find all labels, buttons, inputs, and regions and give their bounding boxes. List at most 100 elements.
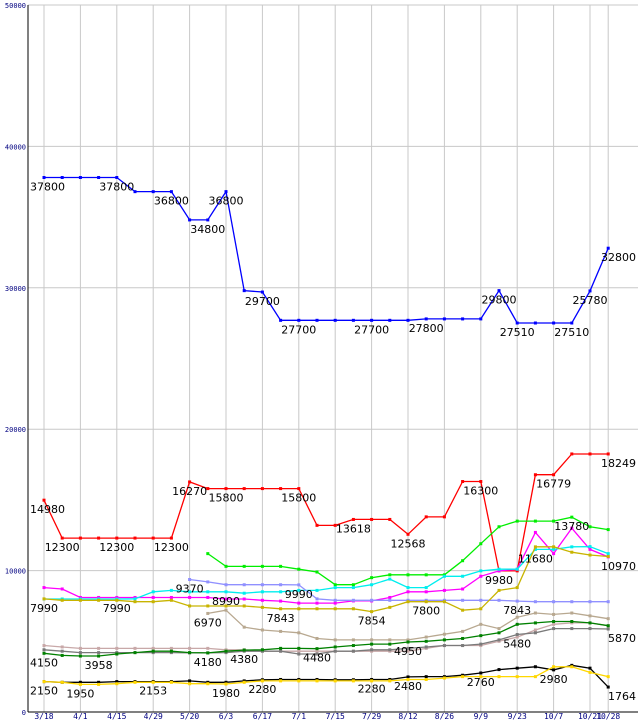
chart-axes	[27, 5, 638, 713]
data-label: 27700	[281, 323, 316, 336]
data-point	[188, 218, 192, 222]
data-point	[479, 317, 483, 321]
data-label: 9980	[485, 574, 513, 587]
data-point	[570, 550, 574, 554]
data-point	[588, 670, 592, 674]
chart-data-labels: 37800 37800 36800 34800 36800 29700 27700 27700…	[30, 181, 636, 704]
x-tick-label: 10/21	[578, 712, 602, 720]
data-point	[169, 536, 173, 540]
data-point	[224, 564, 228, 568]
data-label: 27510	[500, 326, 535, 339]
y-axis-tick-labels: 0 10000 20000 30000 40000 50000	[5, 2, 26, 717]
data-point	[224, 190, 228, 194]
data-point	[351, 644, 355, 648]
data-point	[424, 590, 428, 594]
data-point	[151, 536, 155, 540]
data-point	[424, 635, 428, 639]
data-point	[206, 651, 210, 655]
data-point	[297, 631, 301, 635]
series-1	[42, 452, 610, 573]
data-point	[570, 620, 574, 624]
data-point	[606, 554, 610, 558]
data-label: 12300	[99, 541, 134, 554]
data-point	[42, 648, 46, 652]
data-point	[315, 570, 319, 574]
x-tick-label: 8/26	[435, 712, 454, 720]
data-label: 25780	[573, 294, 608, 307]
data-point	[497, 631, 501, 635]
data-point	[151, 590, 155, 594]
data-point	[279, 646, 283, 650]
data-point	[115, 652, 119, 656]
data-point	[297, 487, 301, 491]
data-label: 9370	[176, 583, 204, 596]
data-point	[588, 289, 592, 293]
data-point	[406, 638, 410, 642]
data-point	[552, 665, 556, 669]
data-point	[151, 595, 155, 599]
data-point	[224, 604, 228, 608]
data-label: 4950	[394, 645, 422, 658]
data-label: 29800	[482, 294, 517, 307]
data-point	[115, 595, 119, 599]
data-label: 10970	[601, 560, 636, 573]
data-point	[206, 580, 210, 584]
data-point	[388, 318, 392, 322]
data-label: 16300	[463, 485, 498, 498]
y-tick-label: 30000	[5, 285, 26, 293]
data-point	[388, 598, 392, 602]
data-point	[479, 569, 483, 573]
x-tick-label: 6/17	[253, 712, 272, 720]
data-point	[351, 517, 355, 521]
data-point	[133, 651, 137, 655]
x-tick-label: 10/28	[596, 712, 620, 720]
data-point	[60, 587, 64, 591]
data-point	[370, 679, 374, 683]
x-tick-label: 7/15	[326, 712, 345, 720]
data-label: 15800	[209, 492, 244, 505]
data-point	[224, 583, 228, 587]
data-point	[315, 523, 319, 527]
y-tick-label: 10000	[5, 568, 26, 576]
data-point	[552, 600, 556, 604]
data-point	[242, 648, 246, 652]
data-label: 2153	[139, 685, 167, 698]
data-point	[42, 597, 46, 601]
data-point	[242, 597, 246, 601]
data-point	[315, 647, 319, 651]
x-tick-label: 7/1	[292, 712, 307, 720]
data-point	[442, 600, 446, 604]
data-point	[406, 600, 410, 604]
data-point	[242, 487, 246, 491]
data-point	[570, 627, 574, 631]
data-point	[533, 611, 537, 615]
data-point	[315, 679, 319, 683]
data-label: 8990	[212, 595, 240, 608]
data-point	[406, 532, 410, 536]
x-axis-tick-labels: 3/18 4/1 4/15 4/29 5/20 6/3 6/17 7/1 7/15 7/29 8/1…	[34, 712, 620, 720]
data-point	[242, 591, 246, 595]
data-point	[188, 590, 192, 594]
series-line	[43, 453, 609, 572]
data-point	[169, 588, 173, 592]
data-point	[552, 668, 556, 672]
data-point	[297, 646, 301, 650]
data-point	[370, 610, 374, 614]
data-point	[370, 648, 374, 652]
data-point	[78, 176, 82, 180]
data-label: 5870	[608, 632, 636, 645]
data-point	[461, 629, 465, 633]
data-point	[515, 622, 519, 626]
data-point	[42, 586, 46, 590]
data-label: 7990	[30, 602, 58, 615]
data-point	[388, 648, 392, 652]
series-10	[42, 620, 610, 658]
data-point	[424, 600, 428, 604]
data-point	[479, 542, 483, 546]
data-point	[78, 682, 82, 686]
data-point	[188, 646, 192, 650]
data-point	[279, 607, 283, 611]
data-point	[78, 646, 82, 650]
series-5	[188, 578, 610, 604]
